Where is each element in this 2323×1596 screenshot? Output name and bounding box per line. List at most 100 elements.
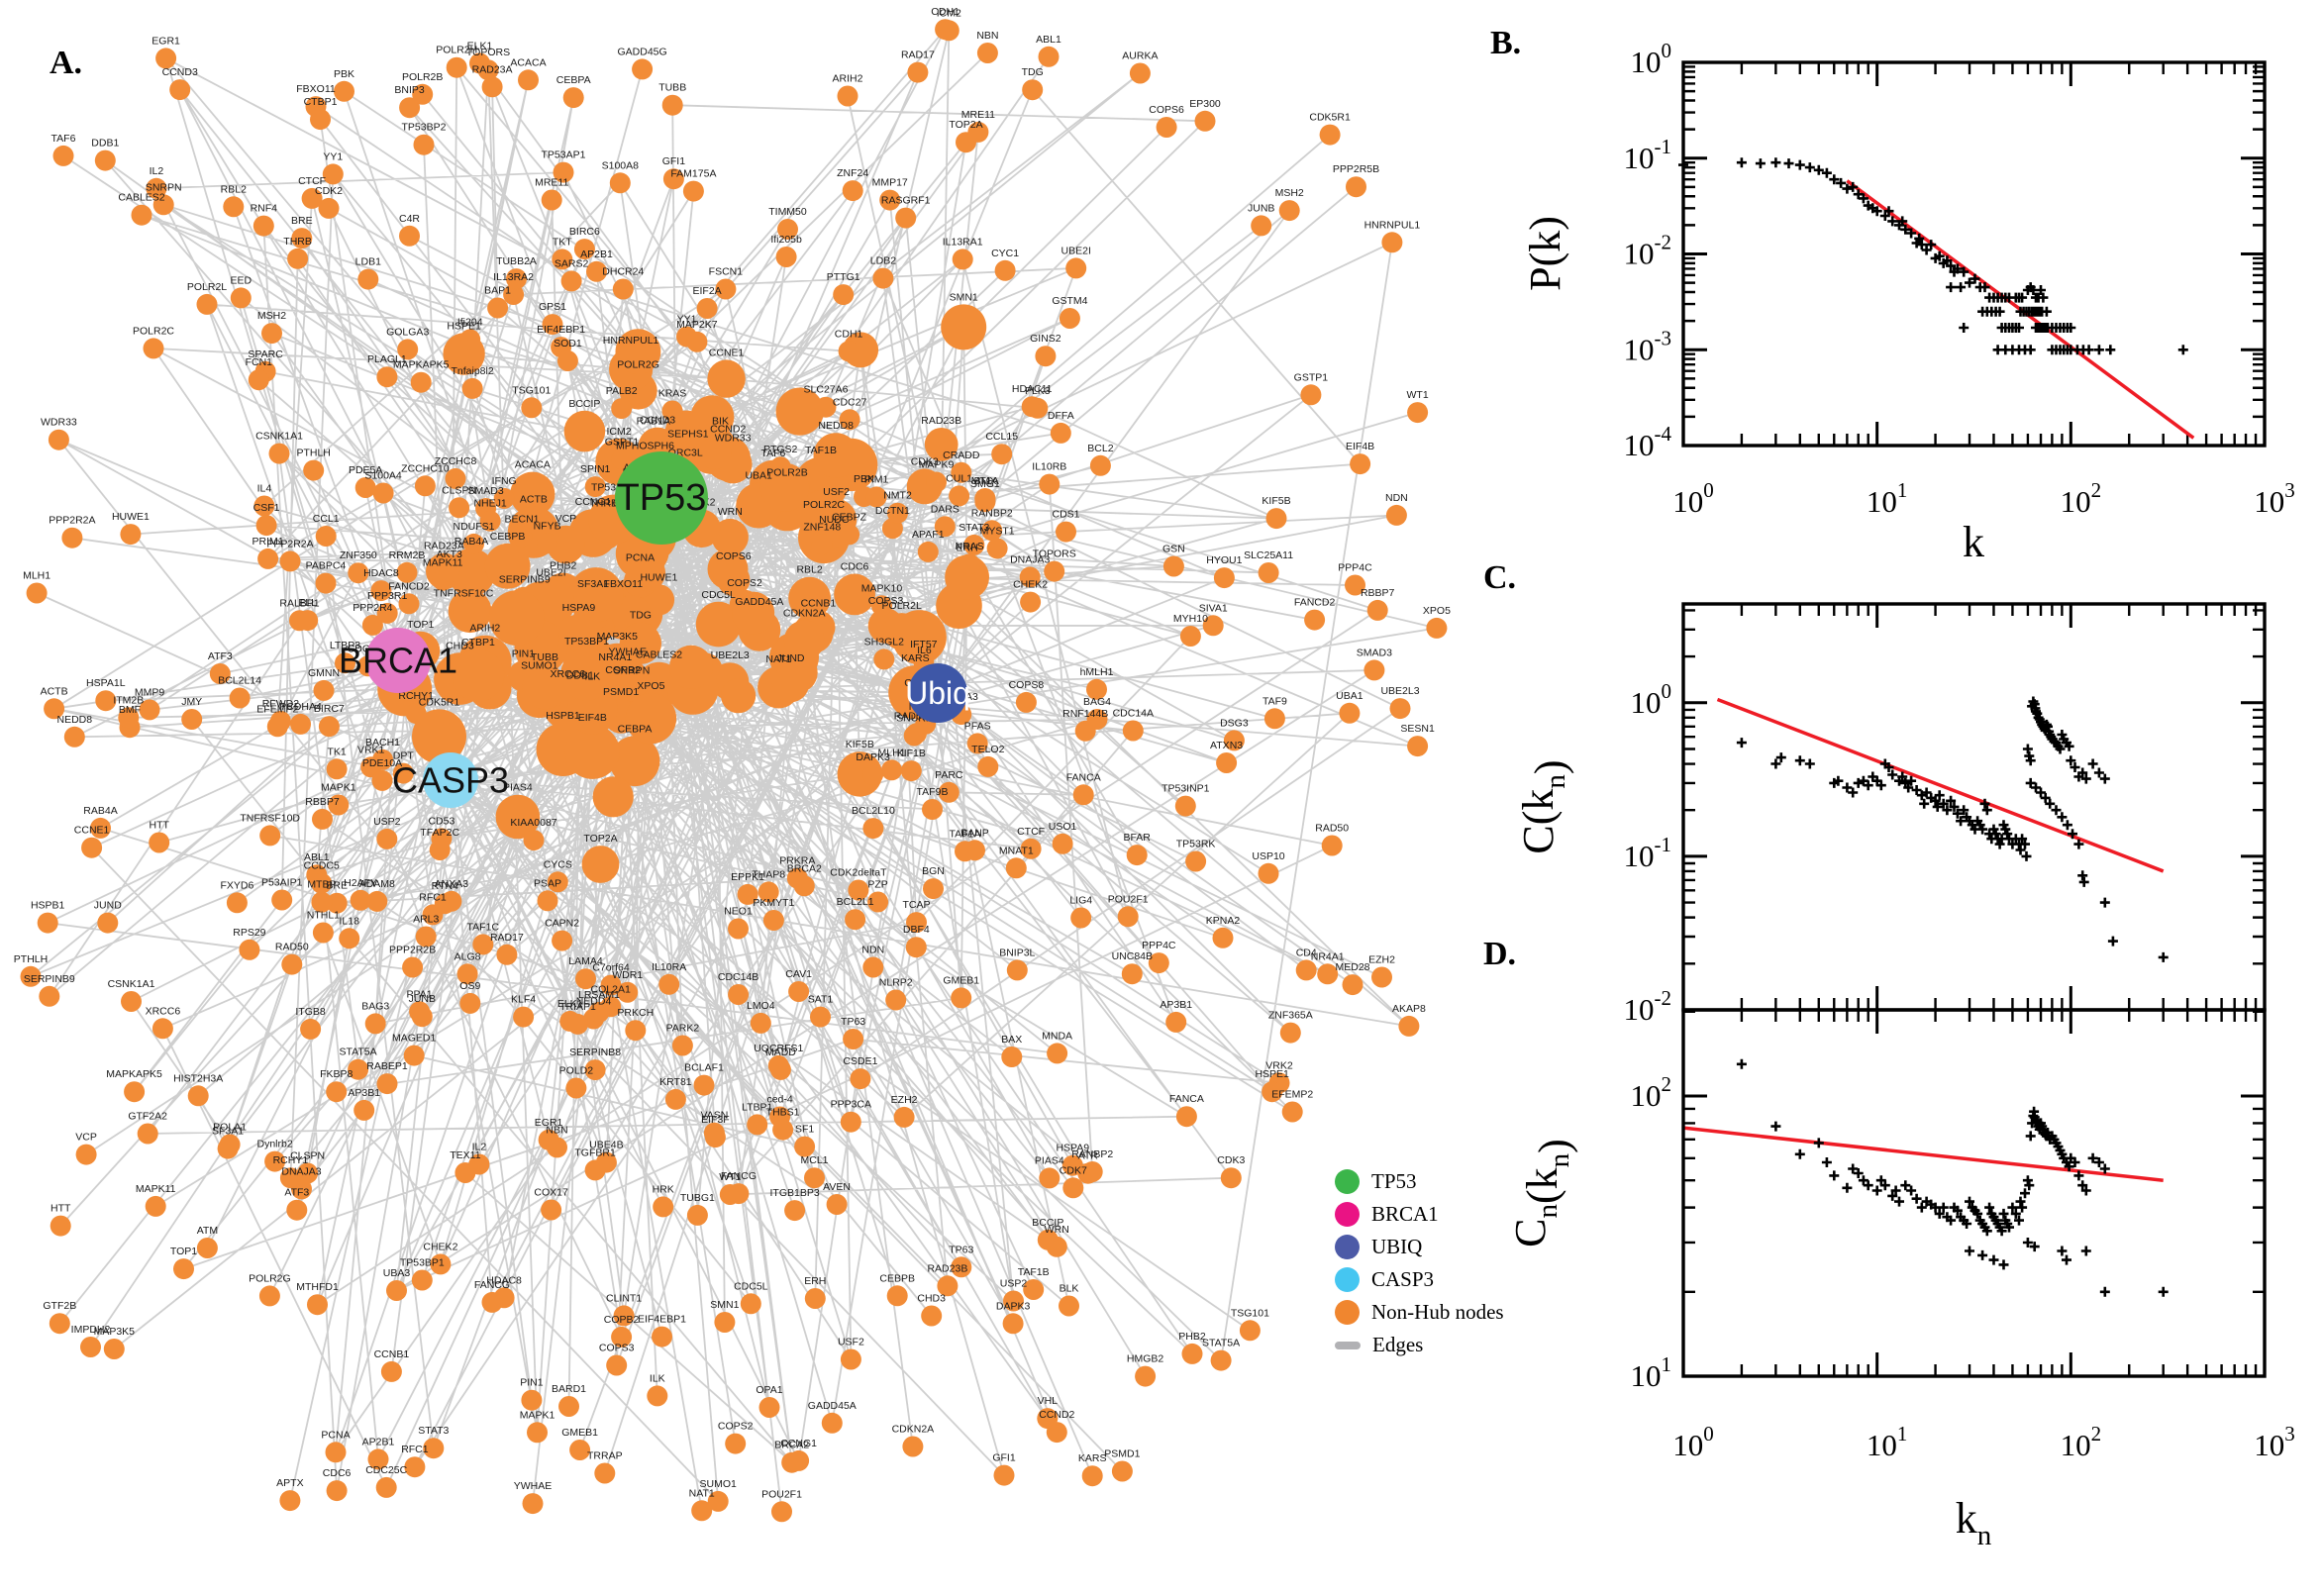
gene-label: STAT5A — [1202, 1338, 1240, 1349]
non-hub-node — [963, 534, 985, 555]
non-hub-node — [367, 1448, 389, 1470]
non-hub-node — [312, 922, 334, 944]
non-hub-node — [315, 526, 337, 547]
gene-label: ITGB1BP3 — [769, 1187, 819, 1199]
gene-label: CAPN2 — [545, 918, 579, 930]
gene-label: MSH2 — [1275, 187, 1304, 199]
gene-label: MAPK1 — [520, 1409, 556, 1421]
non-hub-node — [376, 602, 398, 624]
non-hub-node — [955, 841, 975, 862]
non-hub-node — [326, 1081, 348, 1103]
gene-label: CCL15 — [985, 431, 1018, 443]
non-hub-node — [1111, 1460, 1133, 1482]
gene-label: BCL2 — [1087, 443, 1113, 454]
non-hub-node — [1371, 966, 1392, 988]
gene-label: HRK — [653, 1183, 674, 1195]
non-hub-node — [886, 1285, 908, 1307]
non-hub-node — [49, 1313, 70, 1335]
axis-title: kn — [1956, 1494, 1992, 1551]
gene-label: ZNF350 — [340, 549, 377, 561]
gene-label: TP53INP1 — [1162, 783, 1210, 795]
non-hub-node — [865, 486, 887, 508]
non-hub-node — [560, 270, 582, 292]
gene-label: TOPORS — [1033, 549, 1076, 560]
non-hub-node — [286, 1199, 308, 1221]
gene-label: HTT — [149, 820, 169, 832]
gene-label: SMAD3 — [468, 485, 504, 497]
non-hub-node — [522, 1493, 544, 1515]
gene-label: UQCRFS1 — [754, 1043, 803, 1054]
non-hub-node — [879, 189, 901, 211]
gene-label: TAF1C — [467, 921, 500, 933]
gene-label: FANCA — [1169, 1093, 1204, 1105]
gene-label: ANXA3 — [435, 878, 469, 890]
tick-label: 101 — [1867, 478, 1908, 519]
non-hub-node — [937, 1275, 959, 1297]
gene-label: UBE2I — [536, 567, 565, 579]
gene-label: TP63 — [949, 1244, 973, 1255]
gene-label: BCL2L10 — [852, 805, 895, 817]
axis-title: P(k) — [1521, 216, 1569, 291]
non-hub-node — [137, 1123, 158, 1145]
gene-label: CDH1 — [835, 328, 863, 340]
non-hub-node — [357, 268, 379, 290]
gene-label: LDB1 — [355, 256, 381, 268]
gene-label: GFI1 — [662, 155, 685, 167]
non-hub-node — [1037, 1408, 1059, 1430]
non-hub-node — [840, 1348, 861, 1370]
non-hub-node — [567, 1013, 588, 1035]
non-hub-node — [97, 912, 119, 934]
gene-label: ABL1 — [304, 851, 330, 863]
non-hub-node — [1346, 176, 1366, 198]
gene-label: RAD17 — [901, 50, 935, 61]
gene-label: PPA1 — [407, 988, 433, 1000]
non-hub-node — [781, 1451, 803, 1473]
gene-label: RRM2B — [389, 549, 426, 561]
gene-label: COPB2 — [605, 664, 641, 676]
gene-label: ABL1 — [1036, 34, 1061, 46]
gene-label: NEDD8 — [57, 714, 93, 726]
non-hub-node — [1021, 396, 1043, 418]
gene-label: TSG101 — [1231, 1307, 1269, 1319]
non-hub-node — [1020, 838, 1042, 859]
gene-label: RBBP7 — [1361, 587, 1395, 599]
hub-node-ubiq — [908, 663, 967, 723]
gene-label: LTBP3 — [330, 640, 360, 651]
non-hub-node — [459, 329, 481, 350]
non-hub-node — [39, 985, 60, 1007]
non-hub-node — [625, 692, 677, 745]
gene-label: GMEB1 — [561, 1427, 598, 1439]
gene-label: POLR2C — [803, 499, 845, 511]
gene-label: SARS2 — [555, 257, 589, 269]
gene-label: HIST2H3A — [173, 1072, 223, 1084]
non-hub-node — [1001, 1047, 1023, 1067]
gene-label: CCND2 — [1039, 1409, 1074, 1421]
edge-swatch-icon — [1335, 1341, 1361, 1349]
gene-label: RAB4A — [454, 536, 488, 548]
non-hub-node — [594, 1462, 616, 1484]
gene-label: CCNB1 — [801, 598, 837, 610]
non-hub-node — [974, 491, 996, 513]
gene-label: EIF3F — [701, 1114, 730, 1126]
gene-label: COPS6 — [1149, 104, 1184, 116]
gene-label: STAT3 — [959, 522, 989, 534]
non-hub-node — [1061, 1154, 1083, 1176]
non-hub-node — [1174, 795, 1196, 817]
non-hub-node — [1059, 1295, 1079, 1317]
non-hub-node — [312, 808, 333, 830]
gene-label: JUNB — [409, 993, 436, 1005]
gene-label: OS9 — [459, 980, 480, 992]
non-hub-node — [707, 1490, 729, 1512]
legend-label: TP53 — [1371, 1169, 1417, 1193]
non-hub-node — [372, 748, 393, 770]
gene-label: IMPDH2 — [71, 1324, 111, 1336]
non-hub-node — [350, 889, 371, 911]
non-hub-node — [873, 648, 895, 670]
gene-label: TOP1 — [170, 1246, 197, 1257]
gene-label: BLK — [1060, 1283, 1079, 1295]
gene-label: POLR2L — [882, 600, 922, 612]
non-hub-node — [653, 1196, 674, 1218]
gene-label: WDR1 — [612, 969, 643, 981]
non-hub-node — [523, 830, 545, 851]
non-hub-node — [600, 974, 622, 996]
